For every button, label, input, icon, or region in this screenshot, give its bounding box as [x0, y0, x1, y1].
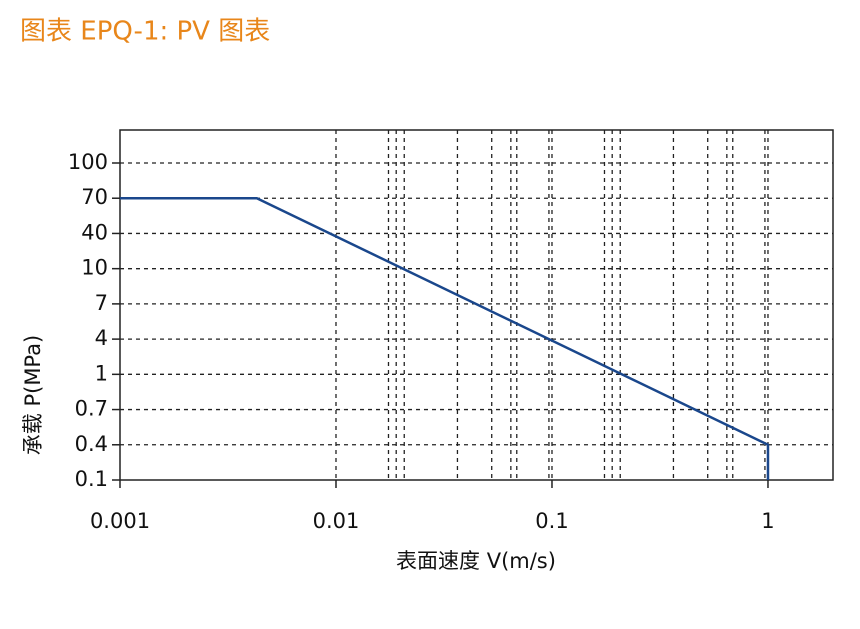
y-tick-label: 4 [95, 326, 108, 350]
x-axis-label: 表面速度 V(m/s) [396, 549, 556, 573]
y-tick-label: 7 [95, 291, 108, 315]
y-tick-label: 0.4 [75, 432, 108, 456]
y-tick-label: 1 [95, 361, 108, 385]
plot-frame [119, 129, 834, 481]
y-tick-label: 0.1 [75, 467, 108, 491]
x-tick-label: 0.001 [90, 509, 150, 533]
chart-title: 图表 EPQ-1: PV 图表 [20, 17, 270, 47]
y-tick-label: 0.7 [75, 397, 108, 421]
y-tick-label: 70 [81, 185, 108, 209]
x-tick-label: 0.01 [313, 509, 360, 533]
y-tick-label: 40 [81, 220, 108, 244]
x-tick-label: 1 [761, 509, 774, 533]
data-line [120, 196, 770, 480]
y-tick-label: 10 [81, 256, 108, 280]
x-tick-label: 0.1 [535, 509, 568, 533]
y-axis-label: 承载 P(MPa) [21, 335, 45, 455]
y-tick-label: 100 [68, 150, 108, 174]
